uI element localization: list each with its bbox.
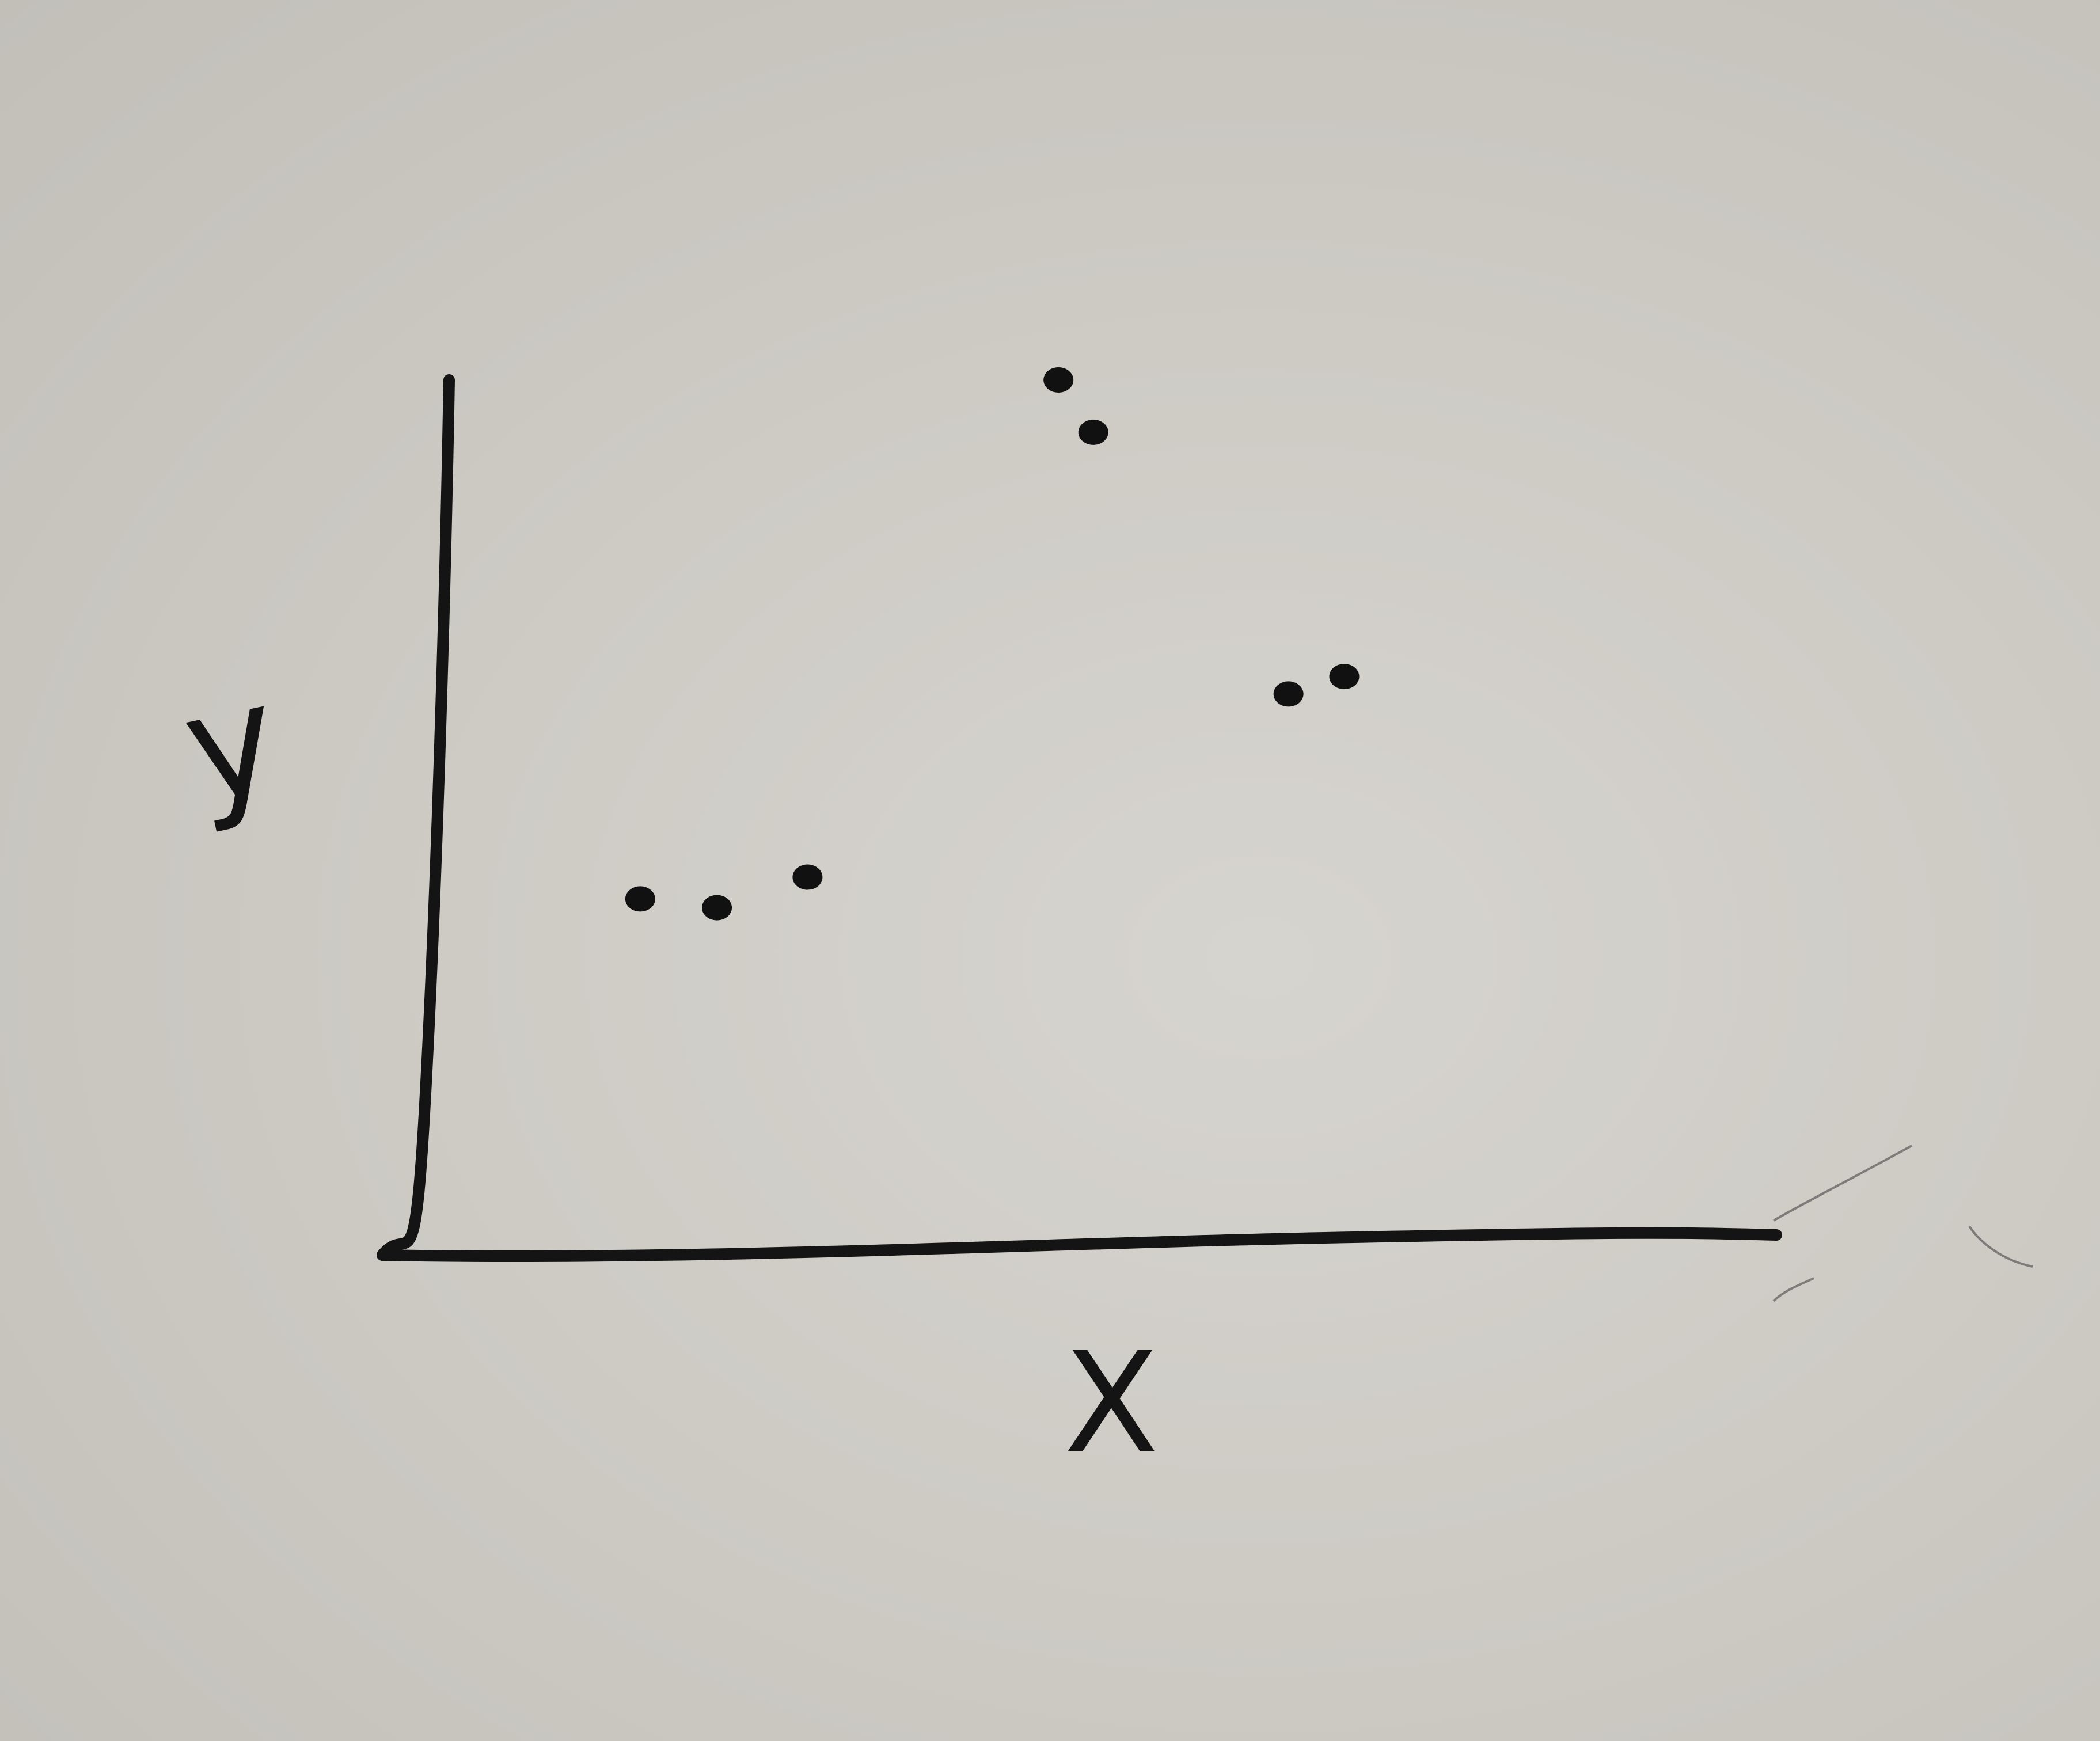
data-point-6 [1273, 681, 1304, 707]
x-axis-label: X [1064, 1322, 1159, 1484]
ink-smudge [1772, 1145, 2033, 1302]
data-point-4 [1043, 367, 1074, 393]
y-axis-line [377, 374, 455, 1261]
data-point-1 [625, 886, 655, 912]
data-point-7 [1329, 664, 1360, 690]
data-points [625, 367, 1360, 921]
data-point-5 [1078, 419, 1108, 445]
x-axis-line [377, 1227, 1782, 1263]
data-point-3 [792, 864, 823, 890]
data-point-2 [702, 895, 732, 921]
y-axis-label: y [170, 650, 293, 838]
